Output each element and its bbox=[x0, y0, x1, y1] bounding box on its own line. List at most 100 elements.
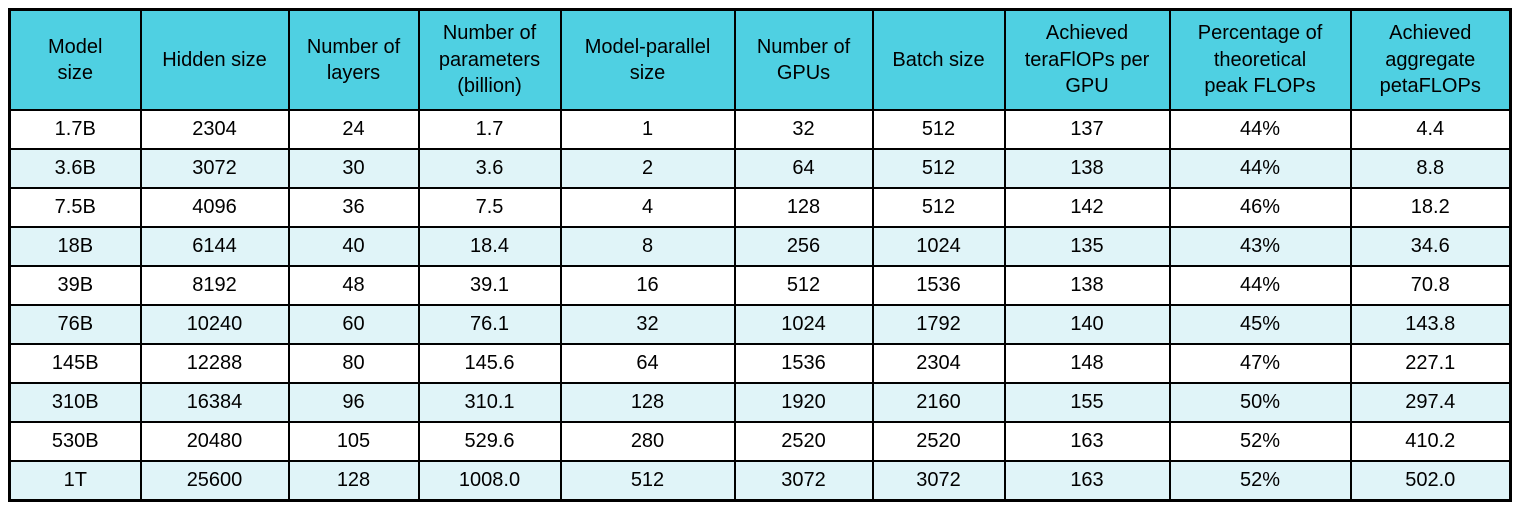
table-header: Model size Hidden size Number of layers Num… bbox=[8, 8, 1512, 111]
cell-teraflops-per-gpu: 140 bbox=[1003, 304, 1171, 345]
cell-num-parameters: 310.1 bbox=[417, 382, 562, 423]
cell-batch-size: 2160 bbox=[871, 382, 1006, 423]
cell-hidden-size: 12288 bbox=[139, 343, 290, 384]
cell-model-parallel-size: 2 bbox=[559, 148, 736, 189]
cell-teraflops-per-gpu: 138 bbox=[1003, 265, 1171, 306]
column-header-teraflops-per-gpu: Achieved teraFlOPs per GPU bbox=[1003, 8, 1171, 111]
column-header-batch-size: Batch size bbox=[871, 8, 1006, 111]
cell-num-parameters: 1008.0 bbox=[417, 460, 562, 502]
cell-batch-size: 1792 bbox=[871, 304, 1006, 345]
cell-hidden-size: 25600 bbox=[139, 460, 290, 502]
cell-model-parallel-size: 4 bbox=[559, 187, 736, 228]
cell-hidden-size: 3072 bbox=[139, 148, 290, 189]
cell-batch-size: 512 bbox=[871, 148, 1006, 189]
column-header-num-gpus: Number of GPUs bbox=[733, 8, 874, 111]
cell-num-layers: 60 bbox=[287, 304, 420, 345]
cell-hidden-size: 20480 bbox=[139, 421, 290, 462]
cell-model-size: 1T bbox=[8, 460, 142, 502]
column-header-aggregate-petaflops: Achieved aggregate petaFLOPs bbox=[1349, 8, 1512, 111]
column-header-num-layers: Number of layers bbox=[287, 8, 420, 111]
cell-pct-peak-flops: 44% bbox=[1168, 109, 1352, 150]
cell-hidden-size: 6144 bbox=[139, 226, 290, 267]
cell-batch-size: 512 bbox=[871, 109, 1006, 150]
cell-model-size: 76B bbox=[8, 304, 142, 345]
cell-model-size: 530B bbox=[8, 421, 142, 462]
cell-pct-peak-flops: 52% bbox=[1168, 421, 1352, 462]
cell-teraflops-per-gpu: 155 bbox=[1003, 382, 1171, 423]
cell-pct-peak-flops: 52% bbox=[1168, 460, 1352, 502]
column-header-model-size: Model size bbox=[8, 8, 142, 111]
cell-model-size: 39B bbox=[8, 265, 142, 306]
cell-num-gpus: 256 bbox=[733, 226, 874, 267]
table-row-76B: 76B 10240 60 76.1 32 1024 1792 140 45% 143.8 bbox=[8, 304, 1512, 345]
cell-model-parallel-size: 128 bbox=[559, 382, 736, 423]
cell-pct-peak-flops: 46% bbox=[1168, 187, 1352, 228]
cell-model-size: 18B bbox=[8, 226, 142, 267]
cell-num-parameters: 529.6 bbox=[417, 421, 562, 462]
table-row-145B: 145B 12288 80 145.6 64 1536 2304 148 47% 227.1 bbox=[8, 343, 1512, 384]
model-performance-table: Model size Hidden size Number of layers Num… bbox=[8, 8, 1512, 502]
cell-batch-size: 1536 bbox=[871, 265, 1006, 306]
cell-teraflops-per-gpu: 148 bbox=[1003, 343, 1171, 384]
cell-aggregate-petaflops: 502.0 bbox=[1349, 460, 1512, 502]
cell-num-gpus: 512 bbox=[733, 265, 874, 306]
cell-model-size: 3.6B bbox=[8, 148, 142, 189]
cell-teraflops-per-gpu: 135 bbox=[1003, 226, 1171, 267]
column-header-num-parameters: Number of parameters (billion) bbox=[417, 8, 562, 111]
cell-num-gpus: 1920 bbox=[733, 382, 874, 423]
cell-aggregate-petaflops: 8.8 bbox=[1349, 148, 1512, 189]
cell-aggregate-petaflops: 18.2 bbox=[1349, 187, 1512, 228]
cell-model-size: 7.5B bbox=[8, 187, 142, 228]
cell-num-layers: 40 bbox=[287, 226, 420, 267]
cell-num-layers: 48 bbox=[287, 265, 420, 306]
cell-pct-peak-flops: 44% bbox=[1168, 265, 1352, 306]
cell-num-layers: 96 bbox=[287, 382, 420, 423]
cell-aggregate-petaflops: 4.4 bbox=[1349, 109, 1512, 150]
cell-num-layers: 80 bbox=[287, 343, 420, 384]
cell-teraflops-per-gpu: 142 bbox=[1003, 187, 1171, 228]
cell-model-size: 310B bbox=[8, 382, 142, 423]
table-row-310B: 310B 16384 96 310.1 128 1920 2160 155 50% 297.4 bbox=[8, 382, 1512, 423]
cell-model-parallel-size: 1 bbox=[559, 109, 736, 150]
cell-hidden-size: 8192 bbox=[139, 265, 290, 306]
cell-teraflops-per-gpu: 137 bbox=[1003, 109, 1171, 150]
cell-num-layers: 36 bbox=[287, 187, 420, 228]
column-header-model-parallel-size: Model-parallel size bbox=[559, 8, 736, 111]
cell-batch-size: 2304 bbox=[871, 343, 1006, 384]
cell-pct-peak-flops: 50% bbox=[1168, 382, 1352, 423]
cell-pct-peak-flops: 45% bbox=[1168, 304, 1352, 345]
cell-aggregate-petaflops: 227.1 bbox=[1349, 343, 1512, 384]
table-row-3.6B: 3.6B 3072 30 3.6 2 64 512 138 44% 8.8 bbox=[8, 148, 1512, 189]
cell-aggregate-petaflops: 70.8 bbox=[1349, 265, 1512, 306]
cell-teraflops-per-gpu: 163 bbox=[1003, 421, 1171, 462]
cell-hidden-size: 4096 bbox=[139, 187, 290, 228]
cell-num-parameters: 76.1 bbox=[417, 304, 562, 345]
table-row-39B: 39B 8192 48 39.1 16 512 1536 138 44% 70.8 bbox=[8, 265, 1512, 306]
cell-aggregate-petaflops: 297.4 bbox=[1349, 382, 1512, 423]
cell-pct-peak-flops: 47% bbox=[1168, 343, 1352, 384]
table-body: 1.7B 2304 24 1.7 1 32 512 137 44% 4.4 3.6B 3072 30 3.… bbox=[8, 109, 1512, 502]
cell-aggregate-petaflops: 410.2 bbox=[1349, 421, 1512, 462]
cell-batch-size: 512 bbox=[871, 187, 1006, 228]
cell-hidden-size: 2304 bbox=[139, 109, 290, 150]
cell-num-gpus: 1024 bbox=[733, 304, 874, 345]
cell-num-parameters: 145.6 bbox=[417, 343, 562, 384]
cell-num-layers: 105 bbox=[287, 421, 420, 462]
column-header-hidden-size: Hidden size bbox=[139, 8, 290, 111]
table-row-1T: 1T 25600 128 1008.0 512 3072 3072 163 52% 502.0 bbox=[8, 460, 1512, 502]
cell-num-layers: 128 bbox=[287, 460, 420, 502]
cell-aggregate-petaflops: 143.8 bbox=[1349, 304, 1512, 345]
cell-num-parameters: 7.5 bbox=[417, 187, 562, 228]
cell-teraflops-per-gpu: 163 bbox=[1003, 460, 1171, 502]
cell-model-size: 145B bbox=[8, 343, 142, 384]
cell-model-size: 1.7B bbox=[8, 109, 142, 150]
cell-num-parameters: 3.6 bbox=[417, 148, 562, 189]
cell-num-layers: 30 bbox=[287, 148, 420, 189]
cell-batch-size: 3072 bbox=[871, 460, 1006, 502]
cell-model-parallel-size: 512 bbox=[559, 460, 736, 502]
cell-num-gpus: 2520 bbox=[733, 421, 874, 462]
table-row-1.7B: 1.7B 2304 24 1.7 1 32 512 137 44% 4.4 bbox=[8, 109, 1512, 150]
table-row-530B: 530B 20480 105 529.6 280 2520 2520 163 52% 410.2 bbox=[8, 421, 1512, 462]
cell-num-gpus: 128 bbox=[733, 187, 874, 228]
